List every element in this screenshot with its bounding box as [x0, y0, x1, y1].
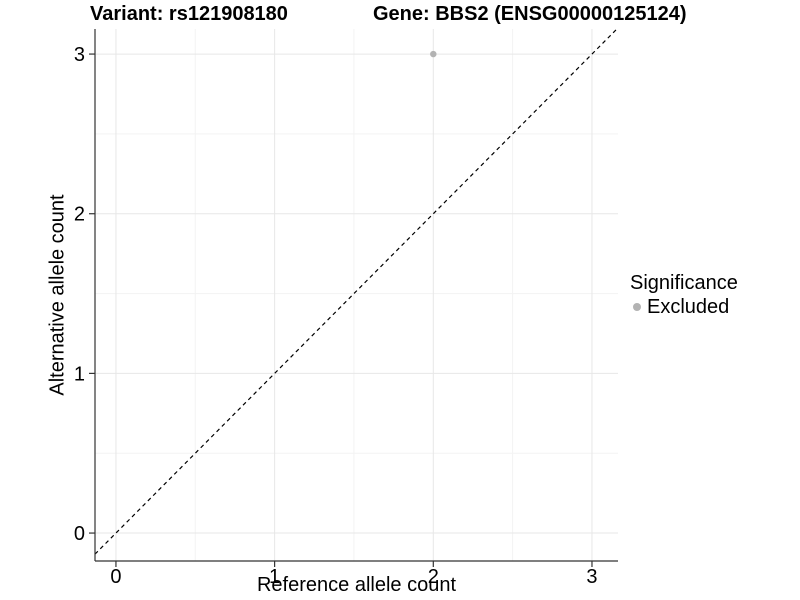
y-tick-label: 0 — [74, 523, 85, 545]
identity-dashed-line — [94, 28, 618, 555]
legend-key-dot — [633, 303, 641, 311]
x-tick-label: 3 — [586, 566, 597, 588]
y-axis-title: Alternative allele count — [46, 194, 69, 396]
x-tick-label: 1 — [269, 566, 280, 588]
plot-title-gene: Gene: BBS2 (ENSG00000125124) — [373, 3, 687, 25]
legend-title: Significance — [630, 272, 738, 294]
legend: Significance Excluded — [630, 272, 738, 318]
x-tick-label: 0 — [110, 566, 121, 588]
plot-title-variant: Variant: rs121908180 — [90, 3, 288, 25]
x-axis-title: Reference allele count — [256, 574, 456, 596]
y-tick-label: 3 — [74, 44, 85, 66]
y-tick-label: 2 — [74, 204, 85, 226]
y-tick-label: 1 — [74, 363, 85, 385]
x-tick-label: 2 — [428, 566, 439, 588]
legend-item-label: Excluded — [647, 296, 730, 318]
legend-item-excluded: Excluded — [630, 296, 738, 318]
data-point — [430, 50, 437, 58]
